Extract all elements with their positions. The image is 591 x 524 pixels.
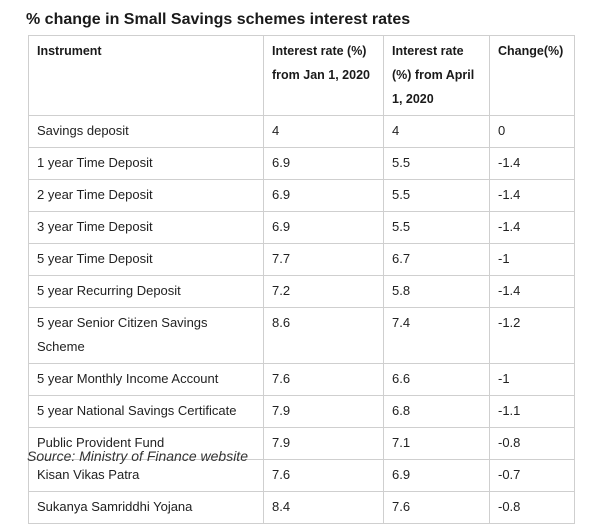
table-row: 5 year National Savings Certificate 7.9 … [28,395,575,428]
rate-april-cell: 7.4 [383,307,490,364]
rate-jan-cell: 8.6 [263,307,384,364]
instrument-cell: Kisan Vikas Patra [28,459,264,492]
header-row: Instrument Interest rate (%) from Jan 1,… [28,35,575,116]
change-cell: -1.4 [489,179,575,212]
rate-jan-cell: 6.9 [263,179,384,212]
rate-april-cell: 6.9 [383,459,490,492]
instrument-cell: 5 year Recurring Deposit [28,275,264,308]
header-instrument: Instrument [28,35,264,116]
change-cell: -1.1 [489,395,575,428]
rate-april-cell: 5.5 [383,211,490,244]
header-rate-jan-2020: Interest rate (%) from Jan 1, 2020 [263,35,384,116]
rate-april-cell: 6.6 [383,363,490,396]
change-cell: -0.8 [489,491,575,524]
rate-april-cell: 6.7 [383,243,490,276]
change-cell: 0 [489,115,575,148]
rate-jan-cell: 8.4 [263,491,384,524]
rate-jan-cell: 4 [263,115,384,148]
rate-april-cell: 7.1 [383,427,490,460]
table-row: 2 year Time Deposit 6.9 5.5 -1.4 [28,179,575,212]
table-row: 5 year Senior Citizen Savings Scheme 8.6… [28,307,575,364]
table-row: Kisan Vikas Patra 7.6 6.9 -0.7 [28,459,575,492]
rate-april-cell: 4 [383,115,490,148]
rate-jan-cell: 7.6 [263,459,384,492]
header-change: Change(%) [489,35,575,116]
interest-rates-table: Instrument Interest rate (%) from Jan 1,… [28,35,575,524]
header-rate-april-2020: Interest rate (%) from April 1, 2020 [383,35,490,116]
table-row: 5 year Time Deposit 7.7 6.7 -1 [28,243,575,276]
rate-april-cell: 5.8 [383,275,490,308]
instrument-cell: 1 year Time Deposit [28,147,264,180]
rate-jan-cell: 7.6 [263,363,384,396]
change-cell: -1.2 [489,307,575,364]
change-cell: -1 [489,243,575,276]
rate-april-cell: 7.6 [383,491,490,524]
rate-jan-cell: 6.9 [263,147,384,180]
table-row: 1 year Time Deposit 6.9 5.5 -1.4 [28,147,575,180]
rate-april-cell: 5.5 [383,179,490,212]
change-cell: -0.7 [489,459,575,492]
table-row: Sukanya Samriddhi Yojana 8.4 7.6 -0.8 [28,491,575,524]
instrument-cell: Sukanya Samriddhi Yojana [28,491,264,524]
change-cell: -1.4 [489,147,575,180]
rate-jan-cell: 7.2 [263,275,384,308]
source-note: Source: Ministry of Finance website [27,448,248,464]
instrument-cell: 5 year Time Deposit [28,243,264,276]
table-row: Public Provident Fund 7.9 7.1 -0.8 [28,427,575,460]
change-cell: -1 [489,363,575,396]
change-cell: -0.8 [489,427,575,460]
instrument-cell: Savings deposit [28,115,264,148]
rate-jan-cell: 6.9 [263,211,384,244]
instrument-cell: 2 year Time Deposit [28,179,264,212]
instrument-cell: 3 year Time Deposit [28,211,264,244]
rate-jan-cell: 7.7 [263,243,384,276]
table-title: % change in Small Savings schemes intere… [26,11,411,28]
rate-jan-cell: 7.9 [263,427,384,460]
rate-april-cell: 6.8 [383,395,490,428]
table-row: Savings deposit 4 4 0 [28,115,575,148]
table-row: 3 year Time Deposit 6.9 5.5 -1.4 [28,211,575,244]
table-row: 5 year Recurring Deposit 7.2 5.8 -1.4 [28,275,575,308]
table-row: 5 year Monthly Income Account 7.6 6.6 -1 [28,363,575,396]
instrument-cell: 5 year National Savings Certificate [28,395,264,428]
change-cell: -1.4 [489,211,575,244]
rate-jan-cell: 7.9 [263,395,384,428]
change-cell: -1.4 [489,275,575,308]
rate-april-cell: 5.5 [383,147,490,180]
instrument-cell: 5 year Monthly Income Account [28,363,264,396]
instrument-cell: 5 year Senior Citizen Savings Scheme [28,307,264,364]
